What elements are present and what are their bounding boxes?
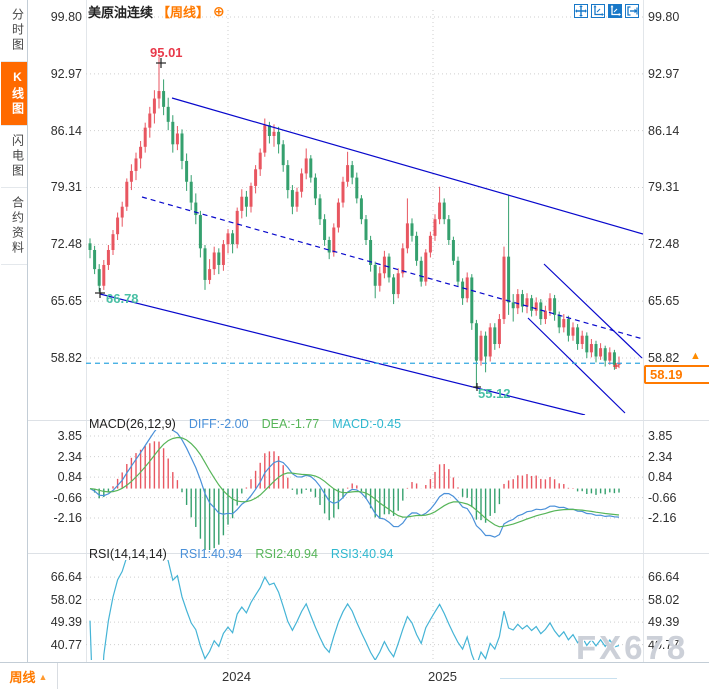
macd-dea-line (89, 436, 620, 528)
year-label-2024: 2024 (222, 669, 251, 684)
cross-marker (95, 288, 105, 298)
macd-title: MACD(26,12,9) (89, 417, 176, 431)
panel-separator-rsi (27, 553, 709, 554)
axis-tick-label: 72.48 (50, 237, 82, 252)
sidebar-item-time-chart[interactable]: 分时图 (0, 0, 27, 62)
axis-tick-label: 66.64 (50, 570, 82, 585)
rsi-header: RSI(14,14,14) RSI1:40.94 RSI2:40.94 RSI3… (89, 547, 393, 562)
axis-tick-label: 49.39 (50, 615, 82, 630)
axis-tick-label: 99.80 (648, 9, 680, 24)
add-overlay-icon[interactable]: ⊕ (213, 3, 225, 19)
axis-tick-label: 79.31 (648, 180, 680, 195)
axis-tick-label: 58.02 (50, 592, 82, 607)
rsi-title: RSI(14,14,14) (89, 547, 167, 561)
axis-tick-label: 3.85 (57, 429, 82, 443)
axis-tick-label: 49.39 (648, 615, 680, 630)
rsi2-value: RSI2:40.94 (255, 547, 318, 561)
peak-price-label: 95.01 (150, 45, 183, 60)
axis-tick-label: 40.77 (648, 637, 680, 652)
price-up-arrow-icon: ▲ (690, 350, 701, 362)
axis-tick-label: 58.02 (648, 592, 680, 607)
axis-tick-label: 0.84 (648, 470, 673, 485)
trendlines (99, 97, 643, 415)
candlestick-series (88, 56, 621, 389)
scrollbar-segment[interactable] (500, 678, 617, 679)
axis-tick-label: 92.97 (50, 66, 82, 81)
axis-tick-label: 99.80 (50, 9, 82, 24)
macd-diff-line (89, 430, 620, 538)
axis-tick-label: 2.34 (57, 449, 82, 464)
axis-tick-label: 66.64 (648, 570, 680, 585)
axis-tick-label: 65.65 (50, 294, 82, 309)
cross-marker (613, 363, 619, 369)
period-label: 周线 (9, 670, 36, 685)
axis-zoom-icon[interactable] (591, 4, 605, 18)
axis-tick-label: 58.82 (648, 350, 680, 365)
axis-tick-label: 40.77 (50, 637, 82, 652)
cross-marker (473, 383, 481, 391)
period-tag: 【周线】 (157, 5, 210, 20)
bottom-low-price-label: 55.12 (478, 386, 511, 401)
left-low-price-label: 66.78 (106, 291, 139, 306)
axis-tick-label: 79.31 (50, 180, 82, 195)
axis-tick-label: -0.66 (648, 490, 677, 505)
axis-scale-icon[interactable] (608, 4, 622, 18)
axis-tick-label: 72.48 (648, 237, 680, 252)
axis-tick-label: 0.84 (57, 470, 82, 485)
chart-toolbar (574, 4, 639, 18)
macd-diff-value: DIFF:-2.00 (188, 417, 249, 431)
title-bar: 美原油连续 【周线】 ⊕ (88, 3, 225, 20)
sidebar: 分时图 K线图 闪电图 合约资料 (0, 0, 28, 662)
period-selector[interactable]: 周线 ▲ (0, 663, 58, 689)
axis-tick-label: 65.65 (648, 294, 680, 309)
sidebar-item-lightning-chart[interactable]: 闪电图 (0, 126, 27, 188)
axis-tick-label: -2.16 (53, 511, 83, 526)
axis-tick-label: 3.85 (648, 429, 673, 443)
current-price-tag: 58.19 (644, 365, 709, 384)
axis-tick-label: 58.82 (50, 350, 82, 365)
sidebar-item-contract-info[interactable]: 合约资料 (0, 188, 27, 265)
sidebar-item-kline-chart[interactable]: K线图 (0, 62, 27, 126)
macd-macd-value: MACD:-0.45 (332, 417, 402, 431)
rsi3-value: RSI3:40.94 (330, 547, 394, 561)
rsi-line (89, 560, 620, 660)
year-label-2025: 2025 (428, 669, 457, 684)
axis-tick-label: 92.97 (648, 66, 680, 81)
symbol-title: 美原油连续 (88, 5, 154, 20)
exit-right-icon[interactable] (625, 4, 639, 18)
footer-bar: 周线 ▲ 2024 2025 (0, 662, 709, 689)
plot-left-border (86, 0, 87, 662)
axis-tick-label: 86.14 (648, 123, 680, 138)
pan-icon[interactable] (574, 4, 588, 18)
rsi1-value: RSI1:40.94 (179, 547, 243, 561)
axis-tick-label: 2.34 (648, 449, 673, 464)
axis-tick-label: -2.16 (648, 511, 677, 526)
panel-separator-macd (27, 420, 709, 421)
axis-tick-label: -0.66 (53, 490, 83, 505)
macd-header: MACD(26,12,9) DIFF:-2.00 DEA:-1.77 MACD:… (89, 417, 401, 432)
caret-up-icon: ▲ (38, 671, 48, 682)
macd-dea-value: DEA:-1.77 (261, 417, 320, 431)
cross-marker (156, 58, 166, 68)
axis-tick-label: 86.14 (50, 123, 82, 138)
plot-right-border (643, 0, 644, 662)
